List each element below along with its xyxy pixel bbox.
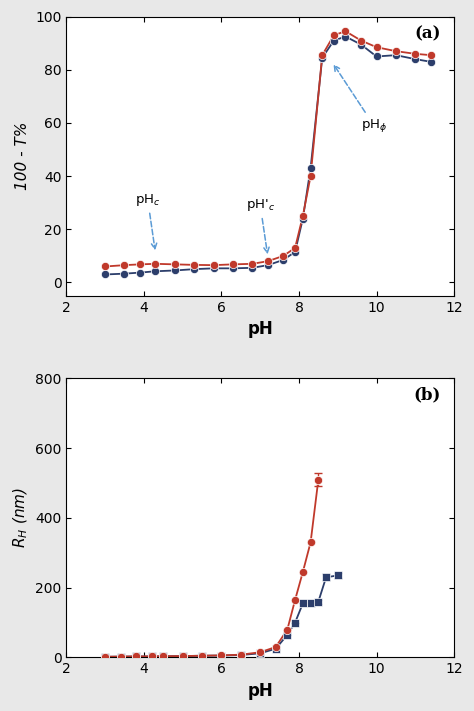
Point: [136, 267, 144, 278]
Point: [427, 50, 435, 61]
Point: [121, 260, 128, 271]
Text: pH$_c$: pH$_c$: [135, 192, 161, 249]
Point: [272, 643, 280, 654]
Point: [210, 262, 218, 274]
Point: [342, 31, 349, 42]
Point: [299, 210, 307, 222]
Point: [272, 641, 280, 653]
Point: [101, 651, 109, 663]
Point: [315, 474, 322, 485]
Point: [427, 56, 435, 68]
Point: [283, 629, 291, 641]
Point: [237, 649, 245, 661]
Point: [280, 250, 287, 262]
Point: [152, 266, 159, 277]
Point: [249, 262, 256, 274]
Point: [411, 53, 419, 65]
Point: [357, 35, 365, 46]
Point: [307, 162, 314, 173]
Point: [132, 651, 140, 662]
Point: [283, 624, 291, 635]
Point: [101, 651, 109, 663]
Point: [171, 259, 179, 270]
Point: [218, 650, 225, 661]
Point: [264, 255, 272, 267]
Point: [179, 651, 186, 662]
Point: [148, 651, 155, 662]
Text: (b): (b): [413, 387, 440, 404]
Point: [307, 598, 314, 609]
Point: [292, 594, 299, 606]
Point: [315, 596, 322, 607]
Point: [307, 537, 314, 548]
Point: [229, 259, 237, 270]
Point: [237, 649, 245, 661]
Point: [132, 651, 140, 662]
Y-axis label: 100 - T%: 100 - T%: [15, 122, 29, 191]
Point: [292, 246, 299, 257]
Point: [171, 264, 179, 276]
Point: [191, 264, 198, 275]
Point: [292, 242, 299, 254]
Point: [256, 648, 264, 659]
Point: [101, 261, 109, 272]
Point: [264, 260, 272, 271]
Point: [218, 650, 225, 661]
Point: [148, 651, 155, 662]
Point: [101, 269, 109, 280]
Point: [373, 50, 380, 62]
Text: pH$_\phi$: pH$_\phi$: [334, 65, 387, 134]
Point: [136, 259, 144, 270]
Point: [334, 570, 342, 581]
Point: [121, 268, 128, 279]
Point: [299, 598, 307, 609]
Point: [152, 258, 159, 269]
Point: [299, 566, 307, 577]
Point: [198, 650, 206, 661]
Point: [392, 50, 400, 61]
Point: [342, 26, 349, 37]
Point: [280, 254, 287, 265]
Point: [411, 48, 419, 60]
X-axis label: pH: pH: [247, 320, 273, 338]
Point: [210, 260, 218, 271]
Point: [249, 258, 256, 269]
Y-axis label: R$_{H}$ (nm): R$_{H}$ (nm): [11, 488, 29, 548]
Point: [117, 651, 124, 662]
Point: [229, 262, 237, 274]
Point: [256, 646, 264, 658]
Point: [299, 213, 307, 225]
Point: [292, 617, 299, 629]
Point: [373, 41, 380, 53]
Point: [392, 46, 400, 57]
Text: pH'$_c$: pH'$_c$: [246, 197, 275, 252]
Point: [357, 39, 365, 50]
Point: [319, 52, 326, 63]
Point: [330, 35, 337, 46]
Point: [319, 50, 326, 61]
Point: [322, 572, 330, 583]
Point: [191, 260, 198, 271]
Point: [117, 651, 124, 662]
Point: [307, 171, 314, 182]
Point: [330, 30, 337, 41]
Point: [159, 651, 167, 662]
Point: [179, 651, 186, 662]
Point: [198, 650, 206, 661]
Text: (a): (a): [414, 25, 440, 42]
X-axis label: pH: pH: [247, 682, 273, 700]
Point: [159, 651, 167, 662]
